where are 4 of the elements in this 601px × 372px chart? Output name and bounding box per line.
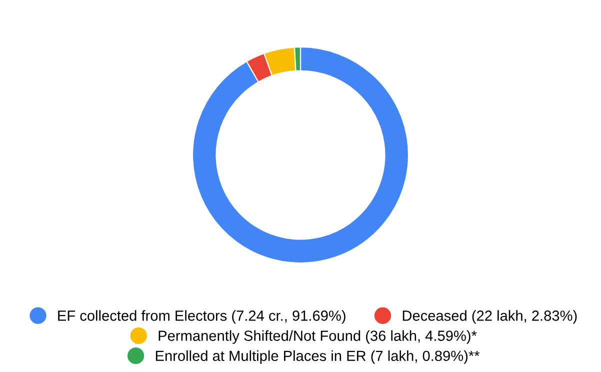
legend-label: Enrolled at Multiple Places in ER (7 lakh, 0.89%)**	[156, 350, 480, 364]
legend-label: Permanently Shifted/Not Found (36 lakh, 4.59%)*	[158, 330, 477, 344]
legend-label: EF collected from Electors (7.24 cr., 91.69%)	[58, 310, 346, 324]
legend-label: Deceased (22 lakh, 2.83%)	[402, 310, 577, 324]
